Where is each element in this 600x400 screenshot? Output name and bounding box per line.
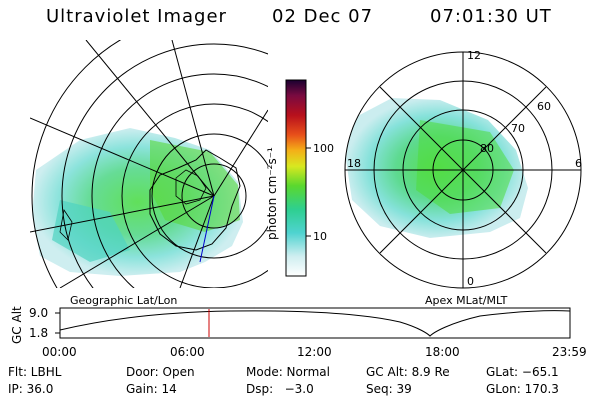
gain-field: Gain: 14 <box>126 382 177 396</box>
alt-tick-1: 1.8 <box>29 326 48 340</box>
colorbar-unit-label: photon cm⁻²s⁻¹ <box>265 147 279 240</box>
door-field: Door: Open <box>126 365 195 379</box>
color-bar <box>285 79 307 277</box>
colorbar-tick-10: 10 <box>313 230 327 243</box>
mlat-label-60: 60 <box>537 100 551 113</box>
coastline <box>149 149 241 251</box>
time-tick-1800: 18:00 <box>425 345 460 359</box>
apex-map: 12 18 6 0 60 70 80 <box>344 49 582 289</box>
time-label: 07:01:30 UT <box>430 6 552 27</box>
alt-axis-label: GC Alt <box>10 306 24 344</box>
time-tick-2359: 23:59 <box>552 345 587 359</box>
glat-field: GLat: −65.1 <box>486 365 559 379</box>
orbit-altitude-track <box>59 310 571 337</box>
altitude-plot: 9.0 1.8 GC Alt <box>10 306 571 344</box>
mlt-label-18: 18 <box>347 157 361 170</box>
mlt-label-12: 12 <box>467 49 481 62</box>
mlat-label-80: 80 <box>480 142 494 155</box>
apex-caption: Apex MLat/MLT <box>425 294 508 307</box>
date-label: 02 Dec 07 <box>272 6 374 27</box>
alt-tick-9: 9.0 <box>29 306 48 320</box>
mlat-label-70: 70 <box>511 122 525 135</box>
time-tick-0600: 06:00 <box>170 345 205 359</box>
dsp-field: Dsp: −3.0 <box>246 382 314 396</box>
mode-field: Mode: Normal <box>246 365 330 379</box>
seq-field: Seq: 39 <box>366 382 412 396</box>
glon-field: GLon: 170.3 <box>486 382 559 396</box>
mlt-label-6: 6 <box>575 157 582 170</box>
ip-field: IP: 36.0 <box>8 382 54 396</box>
geographic-map <box>30 40 268 288</box>
colorbar-tick-100: 100 <box>313 142 334 155</box>
instrument-title: Ultraviolet Imager <box>46 6 227 27</box>
geo-caption: Geographic Lat/Lon <box>70 294 177 307</box>
time-tick-0000: 00:00 <box>42 345 77 359</box>
filter-field: Flt: LBHL <box>8 365 62 379</box>
time-tick-1200: 12:00 <box>297 345 332 359</box>
mlt-label-0: 0 <box>467 275 474 288</box>
gc-alt-field: GC Alt: 8.9 Re <box>366 365 450 379</box>
